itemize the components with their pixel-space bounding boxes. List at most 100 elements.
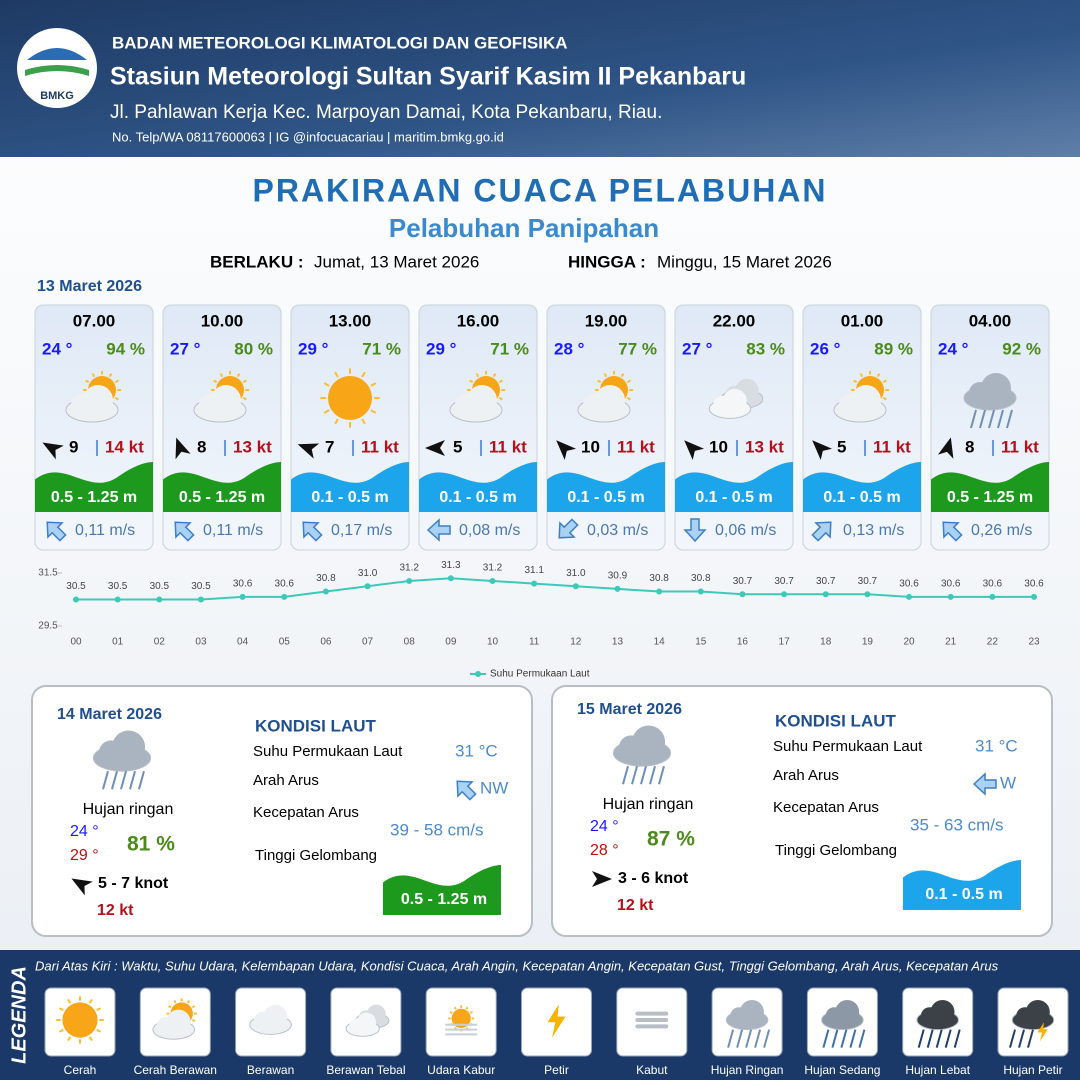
wind-range: 3 - 6 knot (618, 870, 689, 887)
x-tick-label: 17 (779, 637, 791, 648)
humidity: 80 % (234, 339, 273, 358)
x-tick-label: 22 (987, 637, 999, 648)
data-label: 30.6 (1024, 578, 1044, 589)
wind-arrow (592, 871, 612, 887)
x-tick-label: 12 (570, 637, 582, 648)
wave (547, 462, 665, 512)
legend-item: Hujan Sedang (804, 1063, 880, 1077)
x-tick-label: 16 (737, 637, 749, 648)
data-label: 30.7 (816, 576, 836, 587)
data-label: 31.3 (441, 560, 461, 571)
icon-sun-ray (114, 379, 119, 384)
wave (931, 462, 1049, 512)
legend-item: Hujan Lebat (905, 1063, 970, 1077)
current-arrow (811, 521, 832, 542)
icon-sun-ray (96, 1007, 102, 1012)
icon-sun-ray (626, 379, 631, 384)
current-arrow (46, 521, 67, 542)
x-tick-label: 08 (404, 637, 416, 648)
temp-max: 28 ° (590, 842, 619, 859)
icon-sun-ray (603, 373, 608, 378)
icon-sun-ray (498, 396, 503, 401)
icon-cloud (930, 1000, 955, 1024)
icon-rain (622, 765, 629, 785)
humidity: 81 % (127, 833, 175, 856)
icon-sun-ray (88, 1036, 93, 1042)
x-tick-label: 03 (195, 637, 207, 648)
day-date: 15 Maret 2026 (577, 701, 682, 718)
gust-speed: 11 kt (489, 437, 527, 456)
wave (675, 462, 793, 512)
icon-sun-ray (449, 1011, 453, 1014)
icon-cloud (83, 385, 113, 415)
x-tick-label: 19 (862, 637, 874, 648)
icon-rain (727, 1029, 735, 1048)
condition: Hujan ringan (603, 796, 694, 813)
current-speed: 0,06 m/s (715, 522, 776, 539)
icon-sun (328, 376, 372, 420)
icon-rain (102, 770, 109, 790)
icon-sun-ray (58, 1028, 64, 1033)
icon-bolt (547, 1004, 566, 1038)
sst-label: Suhu Permukaan Laut (773, 738, 923, 755)
data-label: 30.5 (191, 581, 211, 592)
x-tick-label: 20 (903, 637, 915, 648)
station: Stasiun Meteorologi Sultan Syarif Kasim … (110, 63, 746, 91)
wave (803, 462, 921, 512)
wave-height: 0.5 - 1.25 m (947, 489, 1033, 506)
wind-arrow (425, 440, 445, 456)
icon-sun-ray (191, 1005, 196, 1009)
wind-speed: 10 (709, 437, 728, 456)
x-tick-label: 00 (70, 637, 82, 648)
current-speed: 0,11 m/s (203, 522, 263, 539)
icon-rain (736, 1029, 744, 1048)
current-arrow (972, 772, 997, 796)
icon-sun-ray (323, 409, 330, 414)
icon-rain (822, 1029, 830, 1048)
icon-cloud (835, 1000, 860, 1024)
current-speed: 0,26 m/s (971, 522, 1032, 539)
wave (383, 865, 501, 915)
icon-sun-ray (492, 373, 497, 378)
icon-sun-ray (334, 418, 339, 425)
legend-item: Cerah Berawan (134, 1063, 217, 1077)
icon-sun-ray (67, 1036, 72, 1042)
wave-height: 0.1 - 0.5 m (695, 489, 772, 506)
current-speed: 0,03 m/s (587, 522, 648, 539)
icon-rain (970, 409, 977, 429)
icon-rain (745, 1029, 753, 1048)
icon-cloud (263, 1004, 288, 1029)
gust-speed: 11 kt (617, 437, 655, 456)
x-tick-label: 23 (1028, 637, 1040, 648)
sst-point (114, 596, 121, 603)
icon-sun-ray (361, 418, 366, 425)
x-tick-label: 15 (695, 637, 707, 648)
current-speed-label: Kecepatan Arus (773, 799, 879, 816)
air-temperature: 24 ° (42, 339, 73, 358)
title: PRAKIRAAN CUACA PELABUHAN (252, 172, 827, 208)
sst-point (73, 596, 79, 603)
air-temperature: 29 ° (298, 339, 329, 358)
sst-point (322, 588, 329, 595)
current-speed: 35 - 63 cm/s (910, 815, 1004, 834)
wave (163, 462, 281, 512)
wind-arrow (937, 437, 954, 459)
legend-item: Berawan Tebal (326, 1063, 405, 1077)
data-label: 30.7 (774, 576, 794, 587)
temp-min: 24 ° (590, 818, 619, 835)
icon-cloud (851, 385, 881, 415)
sst-point (906, 593, 913, 600)
current-direction: NW (480, 778, 508, 797)
sst-point (406, 577, 413, 584)
data-label: 30.6 (899, 578, 919, 589)
icon-cloud (356, 1012, 377, 1032)
wind-arrow (71, 878, 93, 896)
icon-rain (953, 1029, 961, 1048)
icon-sun-ray (361, 371, 366, 378)
humidity: 71 % (490, 339, 529, 358)
temp-max: 29 ° (70, 847, 99, 864)
legend-item: Petir (544, 1063, 569, 1077)
time: 19.00 (585, 311, 628, 330)
legend-item: Cerah (64, 1063, 97, 1077)
